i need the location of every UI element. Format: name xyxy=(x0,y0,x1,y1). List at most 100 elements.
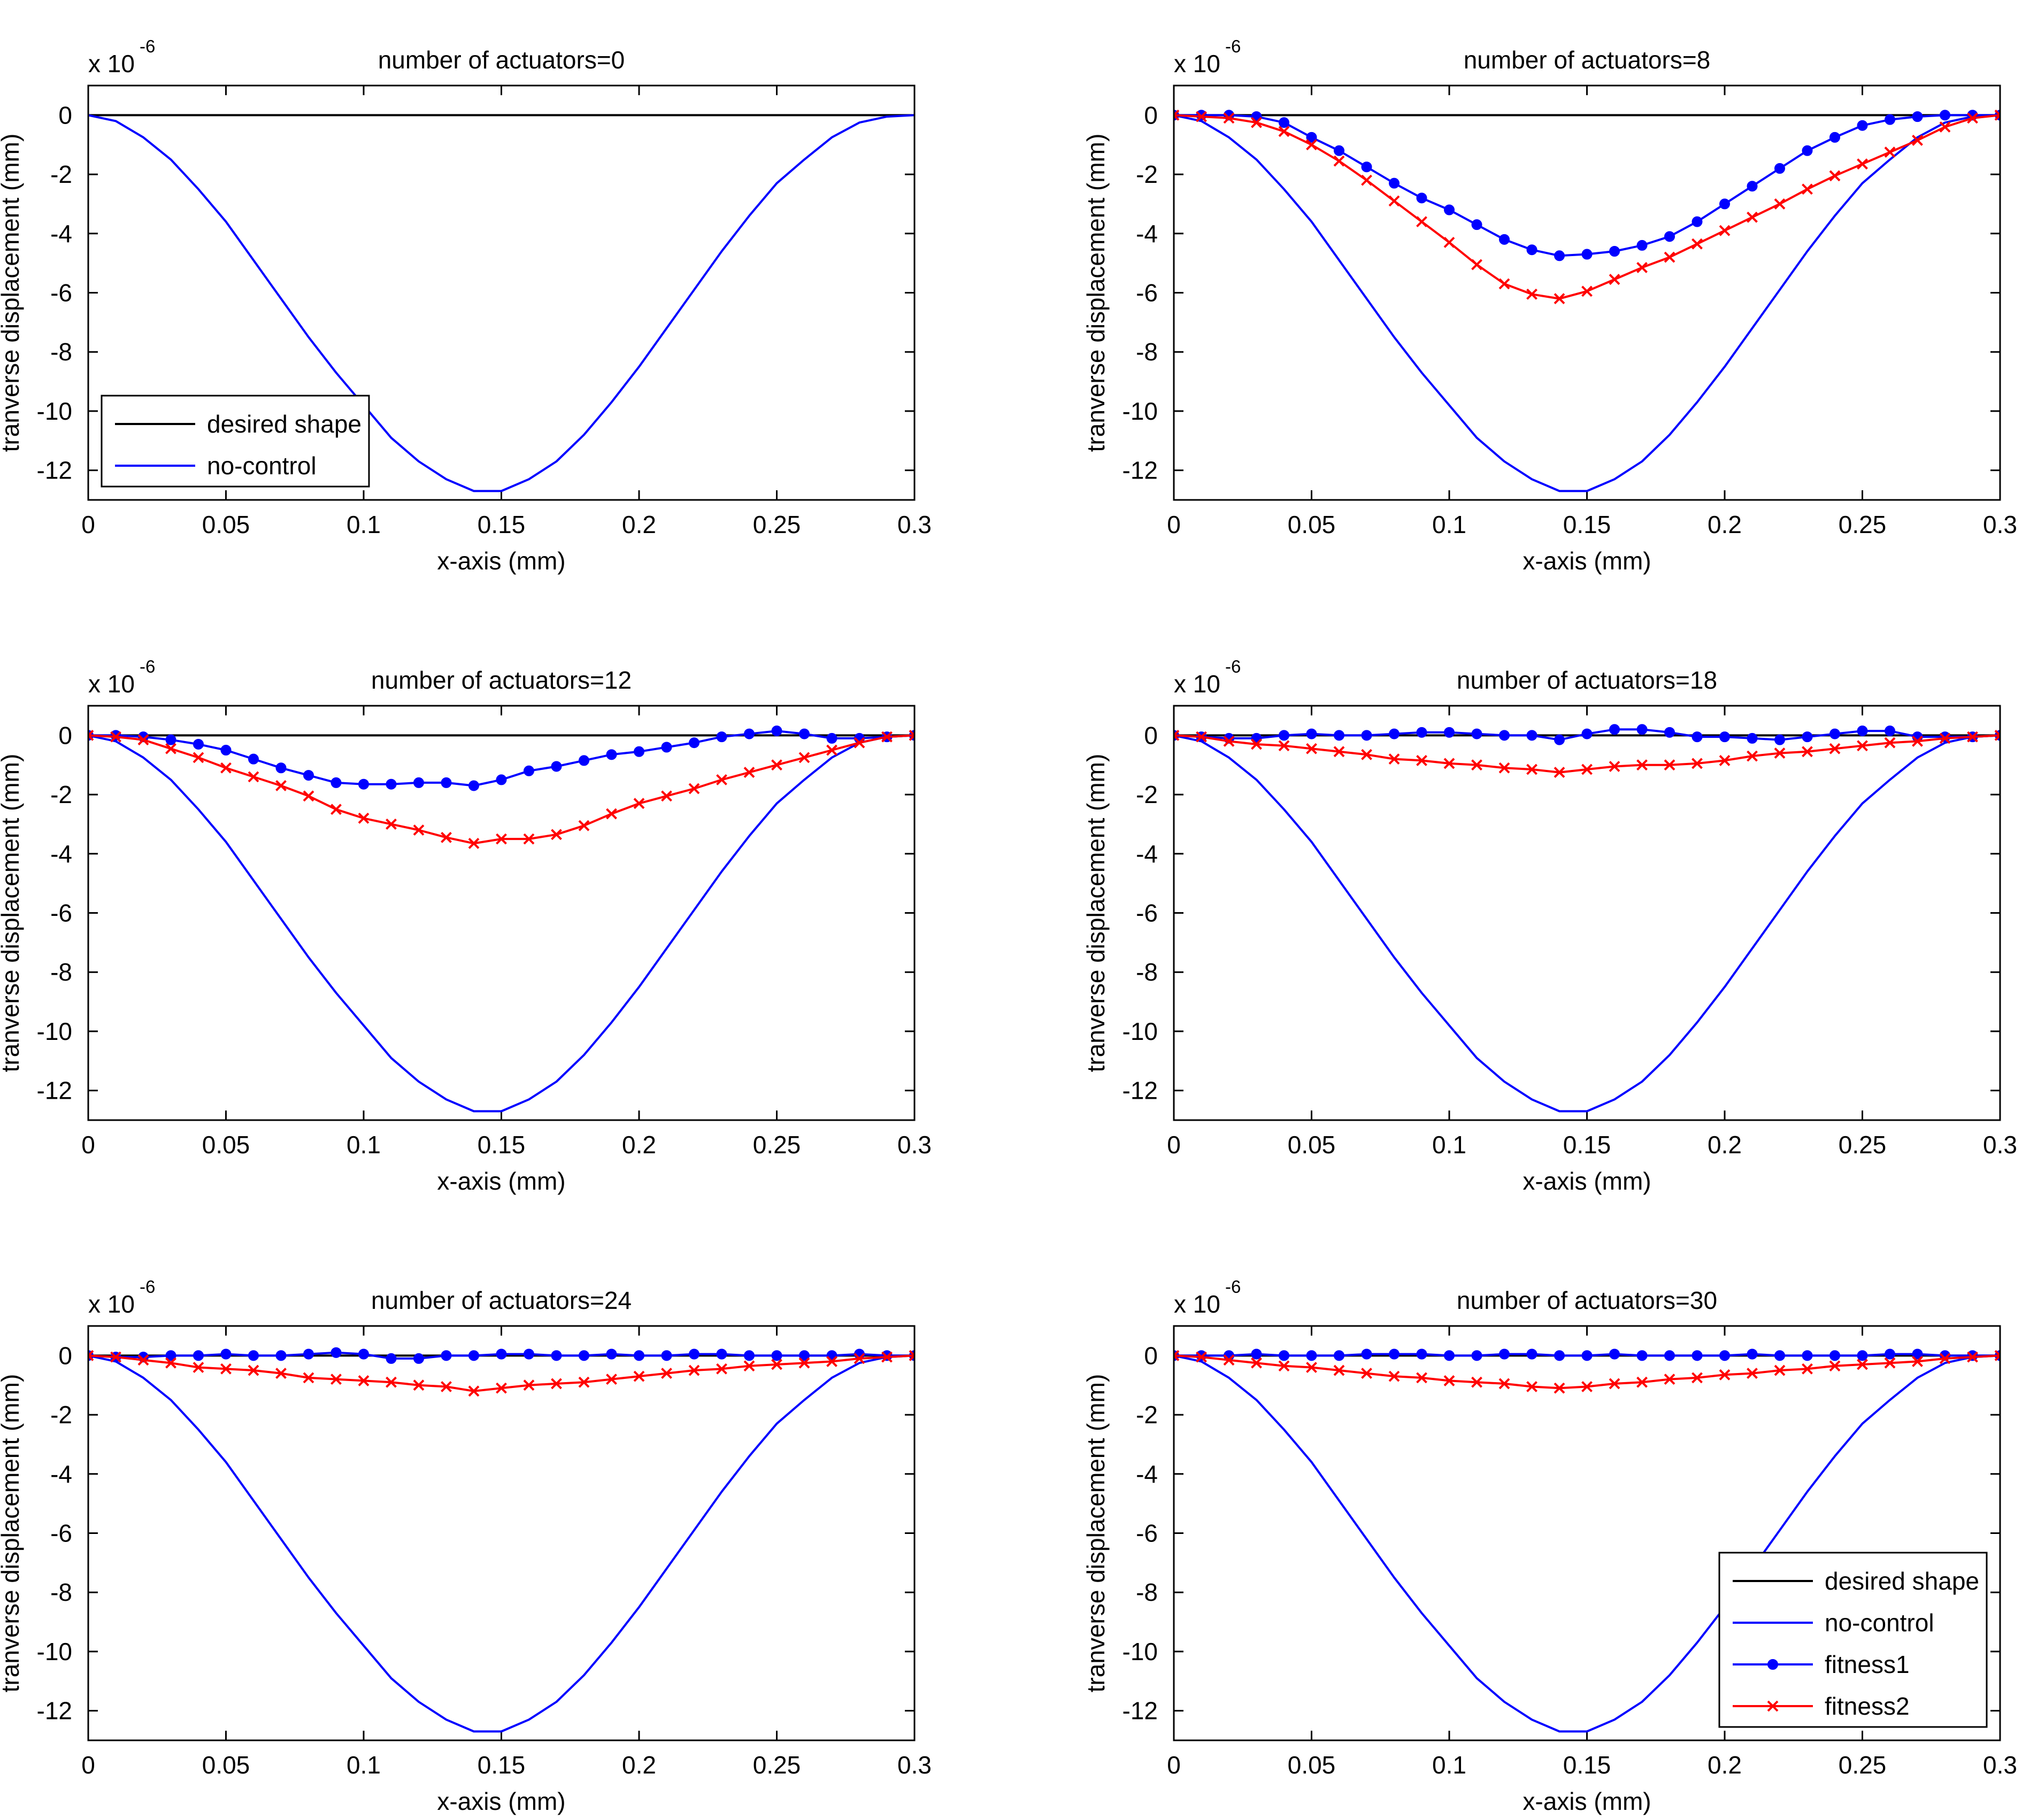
data-point-fitness2 xyxy=(1471,759,1482,771)
data-point-fitness1 xyxy=(1857,726,1868,737)
data-point-fitness2 xyxy=(468,837,480,849)
x-tick-label: 0.2 xyxy=(1708,1751,1742,1779)
legend-marker xyxy=(1767,1700,1779,1712)
data-point-fitness1 xyxy=(1636,724,1648,735)
y-tick-label: -4 xyxy=(50,1460,72,1488)
data-point-fitness2 xyxy=(1664,759,1675,771)
data-point-fitness2 xyxy=(1747,211,1758,223)
data-point-fitness2 xyxy=(1912,1356,1923,1367)
data-point-fitness1 xyxy=(1334,730,1344,741)
data-point-fitness2 xyxy=(1912,736,1923,747)
data-point-fitness1 xyxy=(1829,1350,1840,1361)
data-point-fitness2 xyxy=(1857,158,1868,170)
data-point-fitness1 xyxy=(275,1350,287,1361)
data-point-fitness2 xyxy=(1802,183,1813,195)
data-point-fitness2 xyxy=(165,1357,176,1369)
x-tick-label: 0.2 xyxy=(1708,1131,1742,1159)
x-tick-label: 0.1 xyxy=(347,1131,381,1159)
data-point-fitness2 xyxy=(881,1351,893,1363)
data-point-fitness2 xyxy=(413,1379,425,1391)
data-point-fitness2 xyxy=(1333,746,1345,758)
data-point-fitness2 xyxy=(1774,1364,1786,1376)
series-line-no-control xyxy=(88,114,914,492)
data-point-fitness2 xyxy=(1251,1357,1262,1369)
data-point-fitness1 xyxy=(165,734,176,745)
data-point-fitness1 xyxy=(1802,731,1813,743)
data-point-fitness1 xyxy=(386,1353,397,1364)
data-point-fitness1 xyxy=(1444,1350,1455,1361)
data-point-fitness2 xyxy=(1388,195,1400,207)
data-point-fitness1 xyxy=(1940,110,1950,121)
y-tick-label: -2 xyxy=(1136,160,1158,188)
series-group xyxy=(1174,724,2000,1113)
data-point-fitness2 xyxy=(1719,225,1731,236)
y-tick-label: -6 xyxy=(1136,1520,1158,1547)
data-point-fitness2 xyxy=(220,1363,232,1375)
data-point-fitness1 xyxy=(1636,1350,1648,1361)
data-point-fitness2 xyxy=(771,759,782,771)
chart-title: number of actuators=12 xyxy=(371,666,632,694)
data-point-fitness1 xyxy=(1471,219,1482,230)
data-point-fitness1 xyxy=(468,780,479,791)
data-point-fitness2 xyxy=(1609,1378,1620,1390)
data-point-fitness1 xyxy=(799,1350,810,1361)
data-point-fitness2 xyxy=(523,1379,535,1391)
y-tick-label: -10 xyxy=(1123,397,1158,425)
data-point-fitness2 xyxy=(1967,731,1978,743)
x-tick-label: 0.25 xyxy=(753,1751,801,1779)
data-point-fitness2 xyxy=(1719,754,1731,766)
data-point-fitness1 xyxy=(303,770,314,781)
data-point-fitness1 xyxy=(1526,1348,1537,1360)
data-point-fitness1 xyxy=(248,753,259,765)
y-tick-label: 0 xyxy=(58,1341,72,1369)
chart-title: number of actuators=18 xyxy=(1457,666,1717,694)
data-point-fitness2 xyxy=(1581,1381,1593,1392)
legend-label: desired shape xyxy=(207,410,362,438)
data-point-fitness1 xyxy=(1609,724,1620,735)
y-tick-label: -6 xyxy=(50,279,72,307)
data-point-fitness1 xyxy=(1719,731,1730,743)
data-point-fitness2 xyxy=(1443,758,1455,769)
data-point-fitness1 xyxy=(358,778,369,790)
data-point-fitness1 xyxy=(771,1350,782,1361)
series-group xyxy=(88,114,914,492)
data-point-fitness1 xyxy=(1554,734,1565,745)
y-axis-label: tranverse displacement (mm) xyxy=(1082,134,1110,452)
data-point-fitness1 xyxy=(1554,250,1565,261)
exponent-power: -6 xyxy=(140,657,155,676)
data-point-fitness2 xyxy=(1774,747,1786,759)
data-point-fitness2 xyxy=(1939,732,1951,744)
data-point-fitness2 xyxy=(1526,1381,1537,1392)
data-point-fitness1 xyxy=(248,1350,259,1361)
data-point-fitness1 xyxy=(1802,1350,1813,1361)
data-point-fitness2 xyxy=(771,1359,782,1370)
data-point-fitness2 xyxy=(826,744,837,756)
data-point-fitness1 xyxy=(386,778,397,790)
data-point-fitness2 xyxy=(1829,170,1841,182)
x-tick-label: 0.15 xyxy=(1563,1751,1611,1779)
x-axis-label: x-axis (mm) xyxy=(1523,547,1651,575)
series-line-no-control xyxy=(1174,114,2000,492)
data-point-fitness2 xyxy=(1884,1357,1896,1369)
subplot-4: 0 0.05 0.1 0.15 0.2 0.25 0.3 0 -2 -4 -6 -8 -10 -12 num… xyxy=(1082,657,2017,1195)
data-point-fitness2 xyxy=(1388,1370,1400,1382)
data-point-fitness2 xyxy=(330,1374,342,1385)
x-tick-label: 0.15 xyxy=(478,1751,526,1779)
x-tick-label: 0.05 xyxy=(1288,1131,1336,1159)
data-point-fitness2 xyxy=(606,808,617,820)
y-tick-label: -10 xyxy=(37,397,72,425)
y-tick-label: -2 xyxy=(1136,781,1158,808)
data-point-fitness2 xyxy=(1802,746,1813,758)
y-axis-label: tranverse displacement (mm) xyxy=(0,134,24,452)
data-point-fitness1 xyxy=(634,1350,644,1361)
y-tick-label: -4 xyxy=(50,220,72,248)
y-tick-label: 0 xyxy=(58,101,72,129)
data-point-fitness1 xyxy=(1747,181,1758,192)
data-point-fitness1 xyxy=(220,1348,232,1360)
data-point-fitness1 xyxy=(1361,730,1372,741)
data-point-fitness1 xyxy=(496,774,507,785)
data-point-fitness1 xyxy=(1471,1350,1482,1361)
data-point-fitness2 xyxy=(1692,758,1703,769)
x-tick-label: 0 xyxy=(1167,511,1181,538)
